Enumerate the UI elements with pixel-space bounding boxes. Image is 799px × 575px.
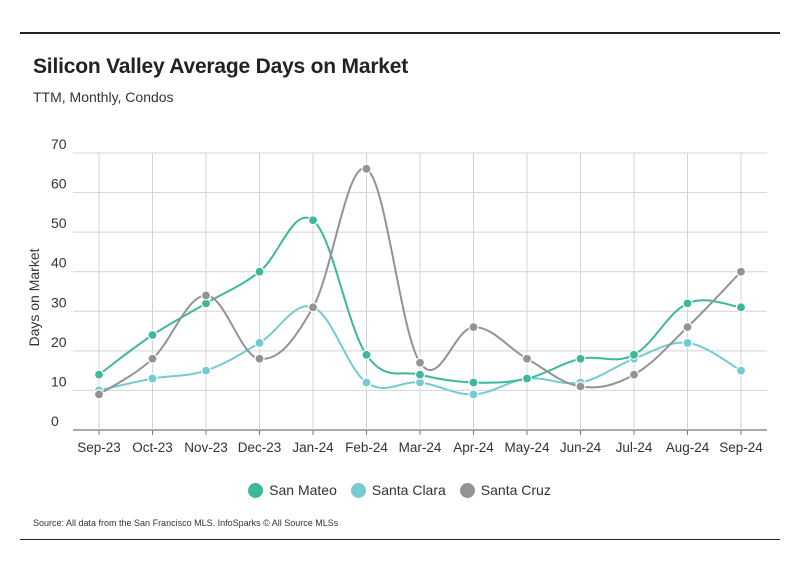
y-tick-label: 30 (51, 294, 67, 310)
chart-subtitle: TTM, Monthly, Condos (33, 89, 174, 105)
legend-item-san-mateo[interactable]: San Mateo (248, 482, 337, 498)
data-point-san-mateo[interactable] (575, 353, 586, 364)
data-point-santa-cruz[interactable] (682, 322, 693, 333)
legend-label: Santa Clara (371, 482, 446, 498)
data-point-santa-cruz[interactable] (361, 163, 372, 174)
data-point-san-mateo[interactable] (521, 373, 533, 384)
legend: San Mateo Santa Clara Santa Cruz (0, 482, 799, 498)
data-point-san-mateo[interactable] (735, 302, 747, 313)
legend-item-santa-cruz[interactable]: Santa Cruz (459, 482, 551, 498)
data-point-santa-cruz[interactable] (468, 322, 479, 333)
data-point-santa-clara[interactable] (682, 337, 693, 349)
data-point-santa-cruz[interactable] (414, 357, 426, 368)
x-tick-label: Jan-24 (292, 440, 334, 455)
x-tick-label: Nov-23 (184, 440, 228, 455)
y-axis-title: Days on Market (26, 248, 42, 346)
data-point-san-mateo[interactable] (468, 377, 479, 388)
x-tick-label: Mar-24 (399, 440, 442, 455)
y-tick-label: 10 (51, 373, 67, 389)
bottom-rule (20, 539, 780, 540)
x-tick-label: Apr-24 (453, 440, 494, 455)
data-point-santa-cruz[interactable] (307, 302, 319, 313)
data-point-santa-cruz[interactable] (254, 353, 265, 364)
data-point-san-mateo[interactable] (254, 266, 265, 277)
data-point-santa-cruz[interactable] (628, 369, 640, 380)
x-tick-label: Oct-23 (132, 440, 173, 455)
data-point-santa-cruz[interactable] (93, 389, 105, 400)
y-tick-label: 60 (51, 176, 67, 192)
data-point-santa-cruz[interactable] (575, 381, 586, 392)
chart-title: Silicon Valley Average Days on Market (33, 55, 409, 78)
x-tick-label: Feb-24 (345, 440, 388, 455)
x-tick-label: Aug-24 (666, 440, 710, 455)
x-tick-label: Dec-23 (238, 440, 282, 455)
data-point-santa-cruz[interactable] (735, 266, 747, 277)
x-tick-label: Jul-24 (616, 440, 653, 455)
data-point-santa-cruz[interactable] (200, 290, 212, 301)
data-point-santa-clara[interactable] (254, 337, 265, 349)
data-point-santa-cruz[interactable] (147, 353, 158, 364)
data-point-san-mateo[interactable] (682, 298, 693, 309)
y-tick-label: 50 (51, 215, 67, 231)
legend-marker-san-mateo (248, 482, 264, 498)
y-tick-label: 40 (51, 255, 67, 271)
x-tick-label: May-24 (504, 440, 550, 455)
data-point-santa-clara[interactable] (735, 365, 747, 376)
legend-marker-santa-clara (350, 482, 366, 498)
source-note: Source: All data from the San Francisco … (33, 518, 339, 528)
data-point-santa-clara[interactable] (200, 365, 212, 376)
data-point-san-mateo[interactable] (414, 369, 426, 380)
legend-label: Santa Cruz (480, 482, 551, 498)
data-point-santa-clara[interactable] (468, 389, 479, 400)
y-tick-label: 70 (51, 136, 67, 152)
data-point-santa-clara[interactable] (361, 377, 372, 388)
data-point-santa-cruz[interactable] (521, 353, 533, 364)
x-tick-label: Sep-24 (719, 440, 763, 455)
data-point-san-mateo[interactable] (147, 329, 158, 341)
data-point-san-mateo[interactable] (307, 215, 319, 226)
legend-item-santa-clara[interactable]: Santa Clara (350, 482, 446, 498)
legend-label: San Mateo (269, 482, 337, 498)
data-point-san-mateo[interactable] (628, 349, 640, 360)
data-point-san-mateo[interactable] (361, 349, 372, 360)
legend-marker-santa-cruz (459, 482, 475, 498)
data-point-santa-clara[interactable] (147, 373, 158, 384)
x-tick-label: Sep-23 (77, 440, 121, 455)
x-tick-label: Jun-24 (560, 440, 602, 455)
y-tick-label: 0 (51, 413, 59, 429)
data-point-san-mateo[interactable] (93, 369, 105, 380)
y-tick-label: 20 (51, 334, 67, 350)
top-rule (20, 32, 780, 34)
